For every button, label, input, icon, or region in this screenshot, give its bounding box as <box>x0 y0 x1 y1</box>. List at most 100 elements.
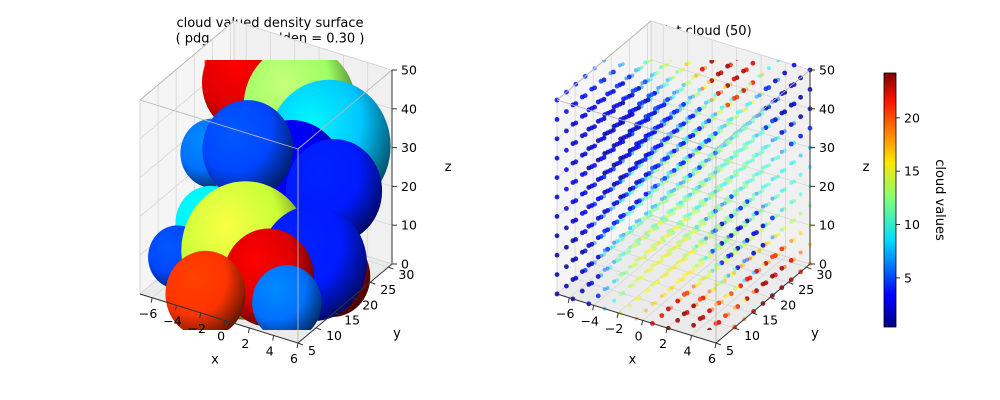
cloud-point <box>761 126 765 131</box>
cloud-point <box>634 199 639 205</box>
cloud-point <box>766 66 771 71</box>
cloud-point <box>681 292 687 297</box>
left-frame-edge <box>139 20 235 101</box>
cloud-point <box>656 86 661 90</box>
cloud-point <box>707 250 712 255</box>
cloud-point <box>742 181 747 186</box>
cloud-point <box>618 175 623 181</box>
cloud-point <box>723 294 728 299</box>
cloud-point <box>675 221 680 226</box>
cloud-point <box>691 226 696 231</box>
cloud-point <box>652 106 658 112</box>
cloud-point <box>602 248 607 253</box>
cloud-point <box>742 259 747 264</box>
left-z-tick-label: 10 <box>401 218 417 233</box>
surface-blob <box>202 100 294 199</box>
left-y-axis-label: y <box>393 327 401 342</box>
cloud-point <box>598 78 604 84</box>
cloud-point <box>757 74 762 78</box>
cloud-point <box>650 205 655 209</box>
cloud-point <box>579 191 585 197</box>
cloud-point <box>697 316 703 322</box>
cloud-point <box>602 131 608 137</box>
cloud-point <box>672 90 677 95</box>
cloud-point <box>723 158 728 163</box>
cloud-point <box>675 298 681 304</box>
cloud-point <box>682 214 687 219</box>
left-z-tick-label: 20 <box>401 179 417 194</box>
cloud-point <box>564 225 569 231</box>
right-x-tick-label: 6 <box>708 351 716 366</box>
cloud-point <box>628 264 632 269</box>
cloud-point <box>684 62 689 67</box>
cloud-point <box>789 239 794 243</box>
cloud-point <box>627 167 633 173</box>
cloud-point <box>634 160 639 166</box>
left-y-tick <box>315 327 322 331</box>
cloud-point <box>602 267 607 272</box>
cloud-point <box>650 146 655 151</box>
cloud-point <box>579 230 585 236</box>
cloud-point <box>691 265 696 270</box>
cloud-point <box>682 156 687 161</box>
cloud-point <box>798 192 803 197</box>
cloud-point <box>688 95 692 100</box>
cloud-point <box>723 197 728 202</box>
cloud-point <box>579 269 585 274</box>
cloud-point <box>678 103 683 108</box>
cloud-point <box>707 211 712 216</box>
cloud-point <box>675 318 681 323</box>
cloud-point <box>732 247 737 252</box>
colorbar-tick-label: 5 <box>904 270 912 285</box>
cloud-point <box>770 273 775 279</box>
cloud-point <box>675 124 680 129</box>
cloud-point <box>579 288 585 294</box>
cloud-point <box>761 165 765 170</box>
cloud-point <box>691 303 696 309</box>
cloud-point <box>779 130 785 135</box>
cloud-point <box>751 154 756 159</box>
cloud-point <box>586 165 592 171</box>
cloud-point <box>554 233 560 239</box>
cloud-point <box>554 214 560 219</box>
cloud-point <box>666 287 671 292</box>
cloud-point <box>643 172 649 178</box>
cloud-point <box>735 60 739 61</box>
cloud-point <box>698 200 703 205</box>
cloud-point <box>595 235 601 241</box>
cloud-point <box>579 211 585 216</box>
cloud-point <box>634 141 639 147</box>
cloud-point <box>779 169 784 174</box>
cloud-point <box>703 100 708 105</box>
cloud-point <box>666 229 671 234</box>
cloud-point <box>789 219 794 224</box>
cloud-point <box>723 274 728 279</box>
cloud-point <box>586 146 592 152</box>
cloud-point <box>643 231 648 235</box>
cloud-point <box>666 151 671 156</box>
cloud-point <box>722 84 727 89</box>
cloud-point <box>707 192 712 197</box>
cloud-point <box>789 180 794 185</box>
cloud-point <box>698 219 703 224</box>
right-x-tick-label: −6 <box>556 306 574 321</box>
cloud-point <box>779 208 784 213</box>
left-front-frame <box>139 20 397 349</box>
cloud-point <box>554 252 560 258</box>
cloud-point <box>579 133 585 139</box>
cloud-point <box>554 175 560 181</box>
cloud-point <box>698 161 703 166</box>
cloud-point <box>621 96 626 102</box>
surface-blob <box>165 250 246 330</box>
cloud-point <box>701 121 705 126</box>
cloud-point <box>659 197 664 202</box>
cloud-point <box>742 297 747 302</box>
colorbar-tick-label: 15 <box>904 164 920 179</box>
cloud-point <box>595 215 601 221</box>
cloud-point <box>699 66 705 72</box>
cloud-point <box>732 189 737 194</box>
left-frame-edge <box>139 99 299 150</box>
left-x-tick-label: −4 <box>163 313 181 328</box>
right-y-tick <box>788 281 794 285</box>
